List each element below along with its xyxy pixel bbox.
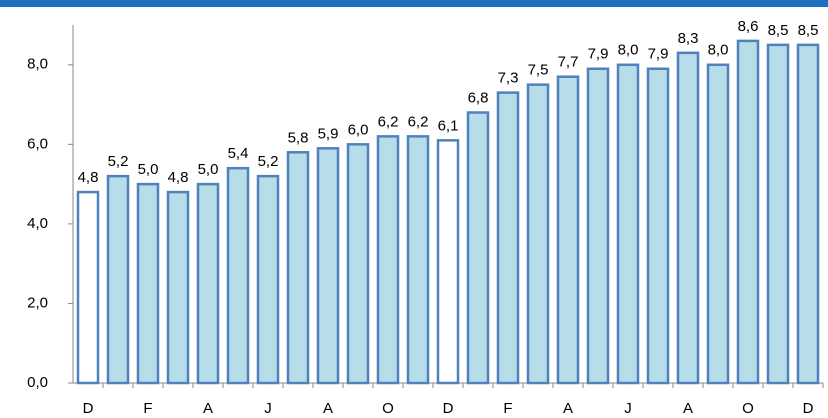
bar <box>256 174 280 385</box>
top-banner <box>0 0 828 7</box>
x-tick-label: F <box>143 400 152 417</box>
x-tick-label: A <box>683 400 693 417</box>
value-label: 5,4 <box>228 145 249 162</box>
value-label: 5,9 <box>318 125 339 142</box>
x-tick-label: O <box>382 400 394 417</box>
bar <box>226 166 250 385</box>
value-label: 7,9 <box>588 46 609 63</box>
bar <box>646 67 670 385</box>
bar <box>376 135 400 385</box>
x-tick-label: A <box>323 400 333 417</box>
value-label: 6,2 <box>378 113 399 130</box>
value-label: 6,8 <box>468 89 489 106</box>
x-tick-label: J <box>264 400 272 417</box>
x-tick-label: J <box>624 400 632 417</box>
bar <box>586 67 610 385</box>
bar <box>136 182 160 385</box>
x-tick-label: D <box>803 400 814 417</box>
value-label: 7,7 <box>558 54 579 71</box>
y-tick-label: 6,0 <box>27 135 48 152</box>
y-tick-label: 4,0 <box>27 215 48 232</box>
bar <box>796 43 820 385</box>
bar <box>166 190 190 385</box>
bar <box>736 39 760 385</box>
bar <box>196 182 220 385</box>
bar <box>346 143 370 385</box>
bar <box>316 147 340 385</box>
value-label: 4,8 <box>168 169 189 186</box>
y-tick-label: 0,0 <box>27 374 48 391</box>
x-tick-label: A <box>203 400 213 417</box>
value-label: 7,3 <box>498 70 519 87</box>
x-tick-label: D <box>83 400 94 417</box>
bar <box>496 91 520 385</box>
value-label: 6,1 <box>438 117 459 134</box>
bar <box>616 63 640 385</box>
value-label: 5,0 <box>198 161 219 178</box>
value-label: 4,8 <box>78 169 99 186</box>
x-tick-label: A <box>563 400 573 417</box>
value-label: 7,5 <box>528 62 549 79</box>
x-tick-label: D <box>443 400 454 417</box>
value-label: 8,5 <box>798 22 819 39</box>
bar <box>286 151 310 385</box>
value-label: 5,8 <box>288 129 309 146</box>
y-tick-label: 2,0 <box>27 294 48 311</box>
bar <box>706 63 730 385</box>
bar <box>526 83 550 385</box>
bar <box>556 75 580 385</box>
value-label: 8,3 <box>678 30 699 47</box>
bar <box>766 43 790 385</box>
value-label: 8,6 <box>738 18 759 35</box>
value-label: 6,2 <box>408 113 429 130</box>
bar <box>76 190 100 385</box>
value-label: 6,0 <box>348 121 369 138</box>
x-tick-label: F <box>503 400 512 417</box>
value-label: 8,0 <box>708 42 729 59</box>
bar <box>106 174 130 385</box>
bar <box>436 139 460 385</box>
value-label: 7,9 <box>648 46 669 63</box>
bar <box>406 135 430 385</box>
x-tick-label: O <box>742 400 754 417</box>
bar <box>676 51 700 385</box>
value-label: 8,0 <box>618 42 639 59</box>
y-tick-label: 8,0 <box>27 56 48 73</box>
bar <box>466 111 490 385</box>
value-label: 5,2 <box>108 153 129 170</box>
value-label: 5,2 <box>258 153 279 170</box>
value-label: 5,0 <box>138 161 159 178</box>
value-label: 8,5 <box>768 22 789 39</box>
